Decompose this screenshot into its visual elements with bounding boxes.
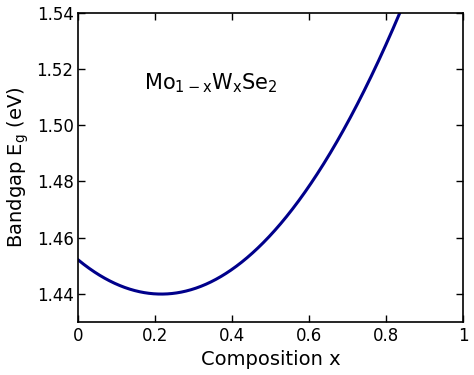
Y-axis label: Bandgap $E_g$ (eV): Bandgap $E_g$ (eV) bbox=[6, 86, 31, 248]
X-axis label: Composition x: Composition x bbox=[201, 351, 341, 369]
Text: Mo$_{1-x}$W$_x$Se$_2$: Mo$_{1-x}$W$_x$Se$_2$ bbox=[144, 71, 278, 95]
